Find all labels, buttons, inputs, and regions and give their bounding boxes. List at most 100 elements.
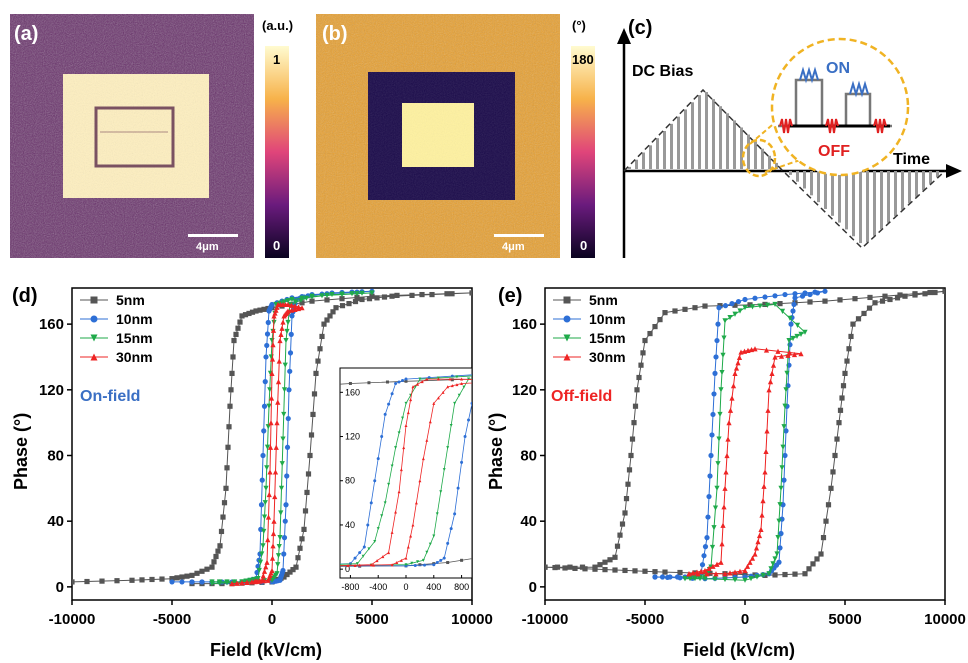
colorbar-a-unit: (a.u.) [262, 18, 293, 33]
chart-e-point-5nm [927, 289, 933, 296]
chart-d-point-5nm [226, 424, 232, 430]
chart-e-point-15nm [786, 337, 792, 344]
chart-d-point-10nm [261, 403, 268, 409]
bias-pulse-bars [628, 92, 939, 244]
bias-bar [663, 131, 666, 169]
chart-e-point-5nm [612, 554, 618, 560]
chart-d-point-5nm [301, 526, 307, 532]
chart-d-point-5nm [429, 291, 435, 298]
chart-e-point-30nm [762, 469, 768, 475]
chart-e-point-5nm [802, 571, 808, 577]
chart-d-point-10nm [282, 518, 288, 524]
chart-d-point-15nm [329, 291, 335, 298]
inset-point-5nm [333, 383, 336, 386]
chart-d-point-5nm [220, 514, 226, 520]
chart-d-point-30nm [272, 493, 278, 500]
chart-d-point-30nm [273, 444, 279, 450]
inset-point-10nm [127, 564, 130, 567]
chart-e-point-30nm [763, 448, 769, 454]
chart-d-point-5nm [253, 308, 259, 314]
chart-e-point-15nm [760, 572, 766, 578]
chart-e-point-15nm [775, 535, 781, 541]
chart-d-point-30nm [266, 491, 272, 498]
chart-e-point-30nm [742, 567, 748, 574]
chart-e-xtick-label: 0 [741, 611, 749, 628]
chart-e-point-15nm [766, 571, 772, 577]
bias-bar [929, 171, 932, 184]
chart-d-point-5nm [233, 331, 239, 337]
inset-point-15nm [367, 547, 371, 551]
chart-e-point-30nm [727, 570, 733, 576]
inset-point-15nm [474, 374, 477, 377]
bias-bar [719, 106, 722, 169]
inset-point-30nm [372, 563, 376, 567]
inset-point-30nm [353, 563, 357, 567]
chart-e-point-15nm [772, 301, 778, 308]
chart-e-point-10nm [711, 391, 717, 397]
chart-e-point-5nm [554, 564, 561, 570]
chart-e-point-30nm [747, 559, 753, 565]
chart-e-point-5nm [662, 569, 668, 575]
inset-point-10nm [432, 563, 436, 567]
chart-e-point-5nm [647, 330, 653, 337]
chart-e-point-10nm [777, 545, 783, 551]
chart-d-point-15nm [303, 295, 310, 301]
chart-d-point-30nm [292, 306, 298, 312]
chart-d-point-5nm [346, 301, 352, 307]
chart-e-point-5nm [879, 298, 886, 304]
chart-e-point-15nm [777, 502, 783, 508]
colorbar-a [265, 46, 289, 258]
chart-d-point-30nm [280, 319, 286, 325]
chart-e-point-15nm [790, 335, 796, 342]
chart-d-point-15nm [278, 485, 285, 491]
chart-d-point-10nm [258, 526, 264, 532]
inset-point-15nm [432, 534, 436, 538]
inset-point-15nm [300, 564, 303, 567]
inset-point-5nm [821, 372, 824, 375]
inset-point-30nm [425, 438, 429, 442]
chart-d-point-15nm [246, 578, 253, 585]
chart-e-point-30nm [695, 571, 701, 577]
chart-d-point-30nm [278, 331, 284, 337]
chart-e-point-30nm [714, 561, 720, 567]
chart-d-point-5nm [179, 574, 185, 580]
bias-bar [677, 116, 680, 169]
inset-point-5nm [460, 558, 464, 562]
inset-series-line-10nm [340, 374, 472, 567]
inset-point-15nm [455, 375, 459, 379]
inset-point-15nm [520, 373, 523, 376]
inset-point-5nm [150, 558, 153, 561]
chart-d-point-5nm [419, 291, 425, 298]
chart-d-point-10nm [289, 313, 295, 319]
inset-point-10nm [752, 369, 755, 372]
chart-d-point-30nm [273, 307, 279, 313]
chart-e-ytick-label: 0 [529, 579, 537, 596]
chart-d-point-30nm [267, 444, 274, 450]
chart-e-legend-marker [563, 315, 571, 323]
chart-d-point-5nm [354, 294, 360, 301]
chart-d-point-15nm [269, 337, 275, 344]
chart-e-point-10nm [799, 293, 806, 299]
chart-e-point-30nm [758, 526, 764, 532]
chart-e-series-line-30nm [688, 348, 802, 575]
inset-point-5nm [537, 479, 540, 482]
inset-point-10nm [474, 373, 477, 376]
chart-e-point-30nm [729, 395, 735, 401]
chart-e-point-15nm [719, 369, 725, 376]
chart-e-point-30nm [763, 347, 770, 353]
chart-d-point-5nm [317, 346, 323, 352]
chart-d-point-15nm [284, 328, 290, 335]
chart-e-point-5nm [792, 571, 798, 577]
inset-point-5nm [567, 413, 570, 416]
chart-e-point-15nm [717, 411, 723, 418]
inset-point-15nm [373, 540, 377, 544]
chart-d-point-15nm [261, 514, 268, 520]
colorbar-a-min: 0 [273, 238, 280, 253]
inset-point-5nm [259, 446, 262, 449]
chart-d-legend-marker [90, 296, 98, 304]
chart-d-point-5nm [229, 370, 235, 376]
inset-point-5nm [231, 527, 234, 530]
chart-e-point-10nm [705, 514, 711, 520]
chart-e-point-15nm [702, 576, 708, 582]
